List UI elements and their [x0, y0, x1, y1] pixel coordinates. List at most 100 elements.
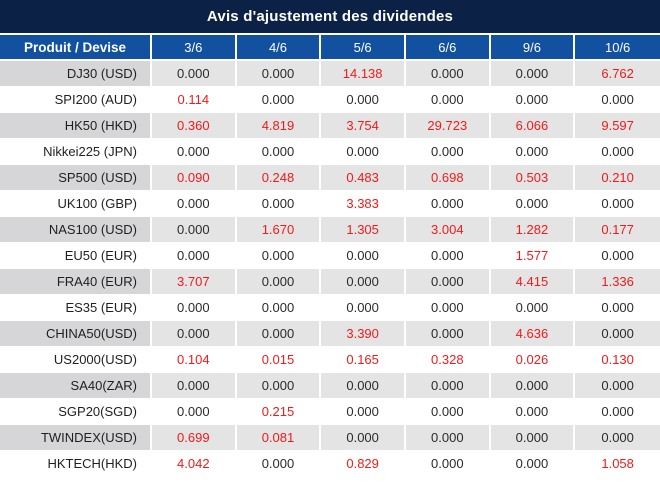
value-cell: 1.305: [321, 217, 406, 243]
value-cell: 6.066: [490, 113, 576, 139]
value-cell: 0.000: [321, 425, 406, 451]
value-cell: 0.000: [152, 191, 237, 217]
product-cell: EU50 (EUR): [0, 243, 152, 269]
value-cell: 0.000: [405, 87, 491, 113]
product-cell: FRA40 (EUR): [0, 269, 152, 295]
value-cell: 4.636: [490, 321, 576, 347]
value-cell: 0.000: [490, 373, 576, 399]
value-cell: 0.000: [490, 425, 576, 451]
value-cell: 0.165: [321, 347, 406, 373]
value-cell: 0.000: [490, 87, 576, 113]
product-cell: US2000(USD): [0, 347, 152, 373]
value-cell: 0.000: [321, 399, 406, 425]
value-cell: 0.000: [405, 399, 491, 425]
value-cell: 0.215: [236, 399, 322, 425]
table-row: HK50 (HKD) 0.360 4.819 3.754 29.723 6.066 9.59…: [0, 113, 660, 139]
value-cell: 0.000: [152, 295, 237, 321]
value-cell: 0.000: [405, 451, 491, 477]
product-cell: HK50 (HKD): [0, 113, 152, 139]
value-cell: 0.000: [152, 373, 237, 399]
product-cell: CHINA50(USD): [0, 321, 152, 347]
value-cell: 9.597: [575, 113, 660, 139]
column-header-date: 4/6: [236, 35, 322, 61]
value-cell: 0.000: [405, 269, 491, 295]
product-cell: SPI200 (AUD): [0, 87, 152, 113]
value-cell: 0.000: [152, 321, 237, 347]
dividends-table: Produit / Devise 3/6 4/6 5/6 6/6 9/6 10/6 DJ3…: [0, 35, 660, 477]
value-cell: 0.015: [236, 347, 322, 373]
value-cell: 1.577: [490, 243, 576, 269]
column-header-date: 10/6: [575, 35, 660, 61]
product-cell: ES35 (EUR): [0, 295, 152, 321]
value-cell: 0.503: [490, 165, 576, 191]
value-cell: 0.177: [575, 217, 660, 243]
value-cell: 0.000: [575, 373, 660, 399]
value-cell: 0.000: [236, 295, 322, 321]
value-cell: 6.762: [575, 61, 660, 87]
value-cell: 0.000: [490, 399, 576, 425]
value-cell: 0.000: [236, 269, 322, 295]
value-cell: 0.000: [490, 295, 576, 321]
page-title: Avis d'ajustement des dividendes: [0, 0, 660, 33]
value-cell: 0.000: [575, 425, 660, 451]
value-cell: 3.390: [321, 321, 406, 347]
column-header-date: 6/6: [405, 35, 491, 61]
table-body: DJ30 (USD) 0.000 0.000 14.138 0.000 0.000 6.76…: [0, 61, 660, 477]
value-cell: 0.360: [152, 113, 237, 139]
column-header-date: 5/6: [321, 35, 406, 61]
table-row: ES35 (EUR) 0.000 0.000 0.000 0.000 0.000 0.000: [0, 295, 660, 321]
value-cell: 0.000: [490, 61, 576, 87]
table-row: DJ30 (USD) 0.000 0.000 14.138 0.000 0.000 6.76…: [0, 61, 660, 87]
table-row: Nikkei225 (JPN) 0.000 0.000 0.000 0.000 0.000…: [0, 139, 660, 165]
table-row: FRA40 (EUR) 3.707 0.000 0.000 0.000 4.415 1.33…: [0, 269, 660, 295]
product-cell: DJ30 (USD): [0, 61, 152, 87]
column-header-date: 3/6: [152, 35, 237, 61]
value-cell: 1.336: [575, 269, 660, 295]
value-cell: 0.000: [236, 243, 322, 269]
table-row: TWINDEX(USD) 0.699 0.081 0.000 0.000 0.000 0.0…: [0, 425, 660, 451]
product-cell: NAS100 (USD): [0, 217, 152, 243]
value-cell: 0.000: [490, 451, 576, 477]
table-row: SP500 (USD) 0.090 0.248 0.483 0.698 0.503 0.21…: [0, 165, 660, 191]
table-row: SA40(ZAR) 0.000 0.000 0.000 0.000 0.000 0.000: [0, 373, 660, 399]
value-cell: 4.819: [236, 113, 322, 139]
value-cell: 0.829: [321, 451, 406, 477]
value-cell: 0.000: [321, 269, 406, 295]
value-cell: 0.000: [575, 139, 660, 165]
value-cell: 0.000: [321, 373, 406, 399]
value-cell: 0.000: [152, 217, 237, 243]
value-cell: 4.415: [490, 269, 576, 295]
value-cell: 0.081: [236, 425, 322, 451]
column-header-product: Produit / Devise: [0, 35, 152, 61]
value-cell: 0.000: [405, 425, 491, 451]
value-cell: 0.699: [152, 425, 237, 451]
value-cell: 0.000: [575, 87, 660, 113]
value-cell: 0.000: [321, 139, 406, 165]
table-row: NAS100 (USD) 0.000 1.670 1.305 3.004 1.282 0.1…: [0, 217, 660, 243]
value-cell: 0.000: [152, 399, 237, 425]
value-cell: 0.104: [152, 347, 237, 373]
value-cell: 0.000: [152, 243, 237, 269]
value-cell: 0.090: [152, 165, 237, 191]
value-cell: 0.328: [405, 347, 491, 373]
value-cell: 0.248: [236, 165, 322, 191]
header-row: Produit / Devise 3/6 4/6 5/6 6/6 9/6 10/6: [0, 35, 660, 61]
value-cell: 0.000: [575, 295, 660, 321]
table-row: HKTECH(HKD) 4.042 0.000 0.829 0.000 0.000 1.05…: [0, 451, 660, 477]
value-cell: 1.670: [236, 217, 322, 243]
value-cell: 3.707: [152, 269, 237, 295]
value-cell: 0.000: [405, 373, 491, 399]
value-cell: 0.210: [575, 165, 660, 191]
value-cell: 3.004: [405, 217, 491, 243]
value-cell: 0.483: [321, 165, 406, 191]
table-row: SPI200 (AUD) 0.114 0.000 0.000 0.000 0.000 0.0…: [0, 87, 660, 113]
value-cell: 0.000: [405, 321, 491, 347]
column-header-date: 9/6: [490, 35, 576, 61]
value-cell: 0.698: [405, 165, 491, 191]
value-cell: 0.114: [152, 87, 237, 113]
product-cell: SA40(ZAR): [0, 373, 152, 399]
product-cell: SGP20(SGD): [0, 399, 152, 425]
value-cell: 0.000: [152, 61, 237, 87]
value-cell: 0.000: [575, 399, 660, 425]
value-cell: 1.282: [490, 217, 576, 243]
